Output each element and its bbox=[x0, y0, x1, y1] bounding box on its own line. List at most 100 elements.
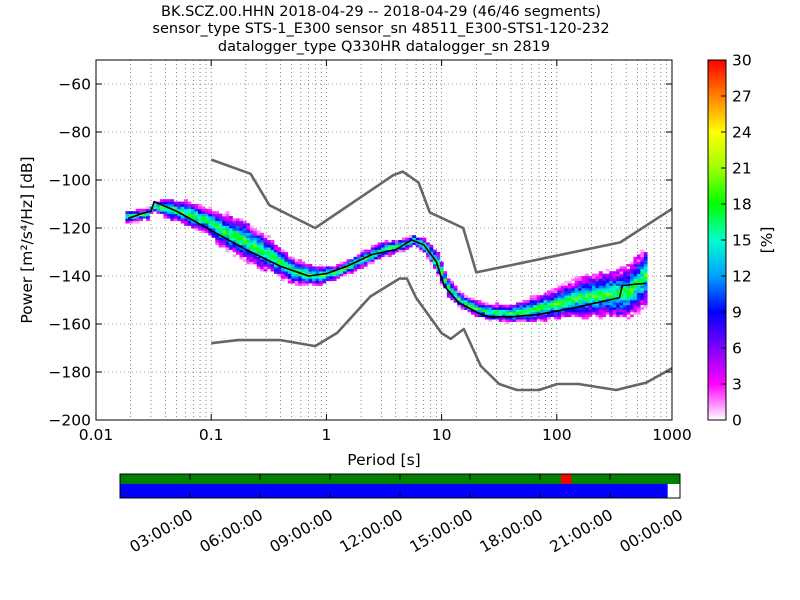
psd-cell bbox=[322, 276, 327, 279]
psd-cell bbox=[567, 309, 572, 313]
psd-cell bbox=[519, 309, 524, 313]
psd-cell bbox=[623, 290, 627, 294]
psd-cell bbox=[267, 261, 271, 265]
psd-cell bbox=[301, 264, 306, 267]
psd-cell bbox=[495, 309, 499, 313]
psd-cell bbox=[522, 307, 527, 310]
psd-cell bbox=[567, 292, 572, 296]
colorbar-tick-label: 9 bbox=[732, 304, 742, 322]
psd-cell bbox=[291, 264, 296, 267]
psd-cell bbox=[636, 266, 641, 270]
psd-cell bbox=[322, 268, 327, 272]
psd-cell bbox=[301, 266, 306, 270]
psd-cell bbox=[260, 266, 264, 270]
psd-cell bbox=[595, 273, 600, 277]
psd-cell bbox=[460, 304, 465, 308]
psd-cell bbox=[543, 300, 548, 303]
psd-cell bbox=[560, 304, 565, 308]
psd-cell bbox=[218, 232, 223, 236]
psd-cell bbox=[239, 254, 244, 258]
psd-cell bbox=[557, 288, 562, 291]
psd-cell bbox=[166, 199, 171, 202]
psd-cell bbox=[526, 300, 531, 303]
psd-cell bbox=[505, 307, 510, 310]
psd-cell bbox=[612, 302, 617, 306]
psd-cell bbox=[626, 288, 631, 291]
psd-cell bbox=[360, 256, 365, 260]
psd-cell bbox=[522, 316, 527, 320]
psd-cell bbox=[367, 261, 372, 265]
psd-cell bbox=[595, 285, 600, 289]
psd-cell bbox=[277, 259, 282, 262]
psd-cell bbox=[612, 280, 617, 284]
psd-cell bbox=[581, 285, 586, 289]
psd-cell bbox=[229, 237, 233, 241]
psd-cell bbox=[626, 309, 631, 313]
psd-cell bbox=[287, 264, 292, 267]
psd-cell bbox=[232, 244, 237, 248]
psd-cell bbox=[256, 249, 261, 253]
psd-cell bbox=[533, 304, 537, 308]
psd-cell bbox=[640, 292, 645, 296]
psd-cell bbox=[312, 283, 316, 286]
psd-cell bbox=[619, 273, 624, 277]
psd-cell bbox=[350, 268, 354, 272]
psd-cell bbox=[125, 216, 130, 219]
psd-cell bbox=[432, 252, 437, 255]
psd-cell bbox=[450, 288, 455, 291]
psd-cell bbox=[640, 252, 645, 255]
psd-cell bbox=[578, 295, 582, 298]
psd-cell bbox=[263, 268, 268, 272]
psd-cell bbox=[360, 266, 365, 270]
psd-cell bbox=[540, 307, 544, 310]
psd-cell bbox=[325, 278, 330, 282]
psd-cell bbox=[643, 266, 648, 270]
psd-cell bbox=[229, 216, 233, 219]
psd-cell bbox=[446, 285, 451, 289]
y-tick-label: −80 bbox=[58, 124, 91, 142]
psd-cell bbox=[191, 216, 195, 219]
psd-cell bbox=[312, 280, 316, 284]
psd-cell bbox=[519, 316, 524, 320]
psd-cell bbox=[595, 283, 600, 286]
psd-cell bbox=[633, 312, 638, 315]
psd-cell bbox=[415, 237, 420, 241]
psd-cell bbox=[571, 288, 575, 291]
psd-cell bbox=[405, 237, 410, 241]
psd-cell bbox=[533, 319, 537, 322]
psd-cell bbox=[498, 314, 503, 318]
psd-cell bbox=[640, 259, 645, 262]
psd-cell bbox=[436, 256, 441, 260]
psd-cell bbox=[585, 285, 589, 289]
psd-cell bbox=[280, 252, 285, 255]
psd-cell bbox=[315, 266, 320, 270]
psd-cell bbox=[260, 261, 264, 265]
psd-cell bbox=[246, 261, 251, 265]
psd-cell bbox=[439, 283, 444, 286]
psd-cell bbox=[294, 283, 299, 286]
psd-cell bbox=[242, 259, 247, 262]
psd-cell bbox=[305, 271, 309, 274]
psd-cell bbox=[619, 297, 624, 301]
psd-cell bbox=[595, 302, 600, 306]
psd-cell bbox=[256, 244, 261, 248]
psd-cell bbox=[509, 309, 513, 313]
psd-cell bbox=[591, 283, 596, 286]
psd-cell bbox=[439, 261, 444, 265]
psd-cell bbox=[222, 220, 226, 224]
psd-cell bbox=[571, 292, 575, 296]
psd-cell bbox=[626, 273, 631, 277]
psd-cell bbox=[232, 223, 237, 226]
colorbar-label: [%] bbox=[758, 227, 776, 254]
psd-cell bbox=[242, 230, 247, 234]
psd-cell bbox=[422, 240, 427, 243]
psd-cell bbox=[522, 319, 527, 322]
psd-cell bbox=[229, 228, 233, 231]
psd-cell bbox=[173, 216, 178, 219]
psd-cell bbox=[643, 285, 648, 289]
psd-cell bbox=[432, 254, 437, 258]
psd-cell bbox=[350, 261, 354, 265]
psd-cell bbox=[543, 302, 548, 306]
psd-cell bbox=[588, 276, 593, 279]
psd-cell bbox=[585, 312, 589, 315]
